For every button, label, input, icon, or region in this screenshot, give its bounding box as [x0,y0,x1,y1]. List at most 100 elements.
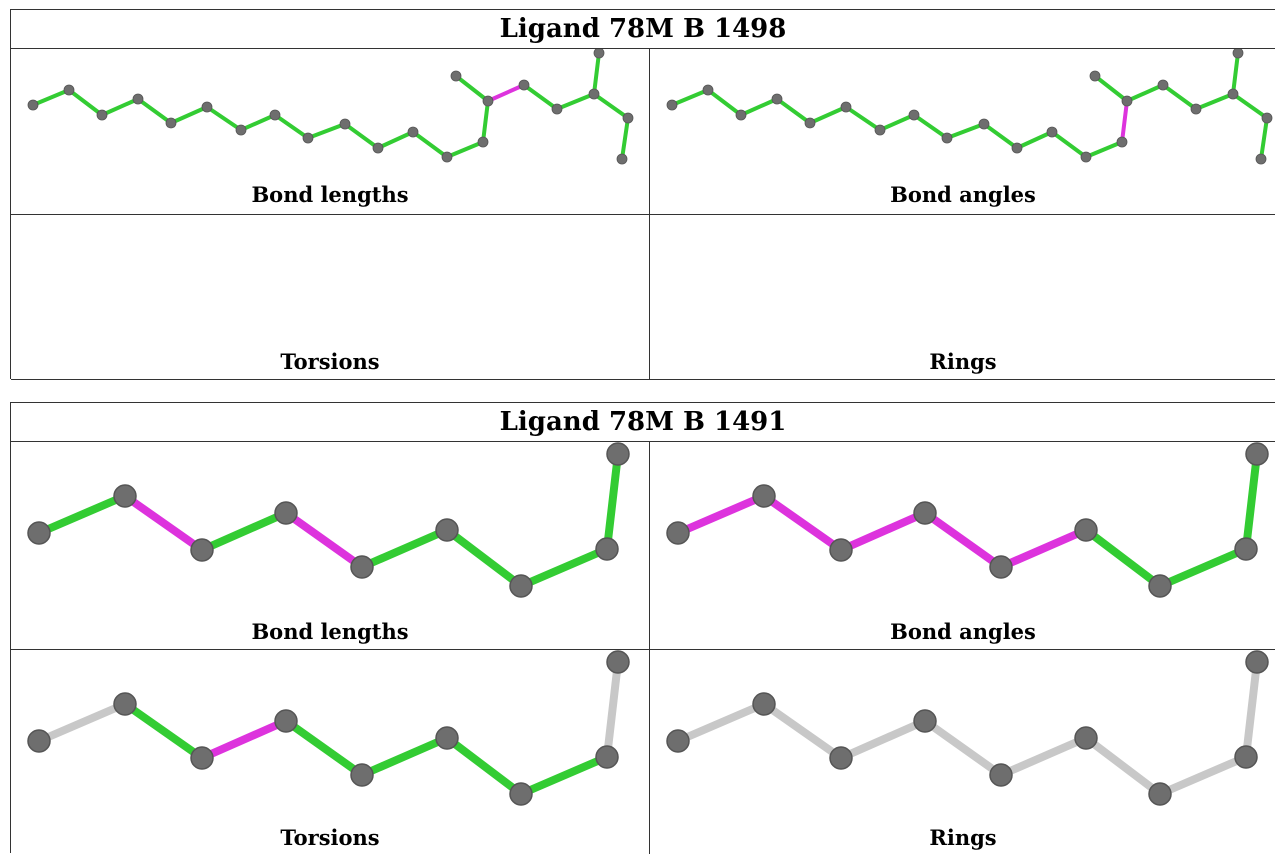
atom [1234,537,1258,561]
bond-angles-label: Bond angles [890,619,1036,644]
bond [921,509,1005,571]
bond-lengths-label: Bond lengths [251,619,409,644]
atom [666,729,690,753]
torsions-label: Torsions [280,349,380,374]
atom [771,93,783,105]
atom [482,95,494,107]
bond [306,122,347,140]
molecule-bond-lengths [27,442,630,598]
atom [435,518,459,542]
atom [616,153,628,165]
atom [372,142,384,154]
bond [1231,92,1269,120]
bond [1259,116,1269,161]
atom [1089,70,1101,82]
bond [1194,92,1235,111]
bond [282,509,366,571]
atom [588,88,600,100]
atom [593,49,605,59]
atom [829,538,853,562]
bond [454,74,490,103]
atom [1190,103,1202,115]
bond [775,97,812,125]
bond [481,99,490,144]
atom [235,124,247,136]
bond [670,88,710,107]
atom [63,84,75,96]
bond [282,717,366,779]
panel-title: Ligand 78M B 1491 [499,407,787,437]
molecule-torsions [27,650,630,806]
atom [606,442,630,466]
atom [1227,88,1239,100]
bond [358,734,451,779]
bond [343,122,380,150]
bond [1125,83,1165,103]
molecule-rings [666,650,1269,806]
molecule-bond-angles [666,442,1269,598]
torsions-cell: Torsions [11,215,649,379]
bond [674,700,768,745]
bond [517,753,611,798]
bond [443,734,525,798]
bond [982,122,1019,150]
divider [649,441,650,854]
divider [649,48,650,380]
bond [674,492,768,537]
bond [555,92,596,111]
bond [358,526,451,571]
bond [35,700,129,745]
bond-angles-cell: Bond angles [650,442,1275,649]
rings-label: Rings [929,825,997,850]
bond [1242,450,1261,553]
bond-lengths-cell: Bond lengths [11,442,649,649]
divider [11,379,1275,380]
bond [592,92,630,120]
atom [1116,136,1128,148]
atom [1232,49,1244,59]
atom [435,726,459,750]
bond [706,88,743,117]
atom [1234,745,1258,769]
bond [1084,140,1124,159]
bond [808,105,848,125]
atom [666,99,678,111]
atom [913,709,937,733]
bond [1156,753,1250,798]
bond [1082,526,1164,590]
atom [913,501,937,525]
atom [622,112,634,124]
atom [450,70,462,82]
bond [486,83,526,103]
atom [840,101,852,113]
atom [269,109,281,121]
atom [350,763,374,787]
atom [595,537,619,561]
bond [205,105,243,132]
bond [31,88,71,107]
atom [274,501,298,525]
bond [603,658,622,761]
atom [113,484,137,508]
atom [702,84,714,96]
bond [121,700,206,762]
bond-angles-label: Bond angles [890,182,1036,207]
bond [445,140,485,159]
atom [989,763,1013,787]
bond [1156,545,1250,590]
atom [518,79,530,91]
atom [1245,442,1269,466]
bond [1231,51,1240,96]
atom [606,650,630,674]
rings-cell: Rings [650,650,1275,854]
bond [603,450,622,553]
bond [67,88,104,117]
bond [921,717,1005,779]
bond [739,97,779,117]
bond [760,700,845,762]
atom [477,136,489,148]
atom [1046,126,1058,138]
atom [1157,79,1169,91]
bond [1093,74,1129,103]
bond [997,734,1090,779]
